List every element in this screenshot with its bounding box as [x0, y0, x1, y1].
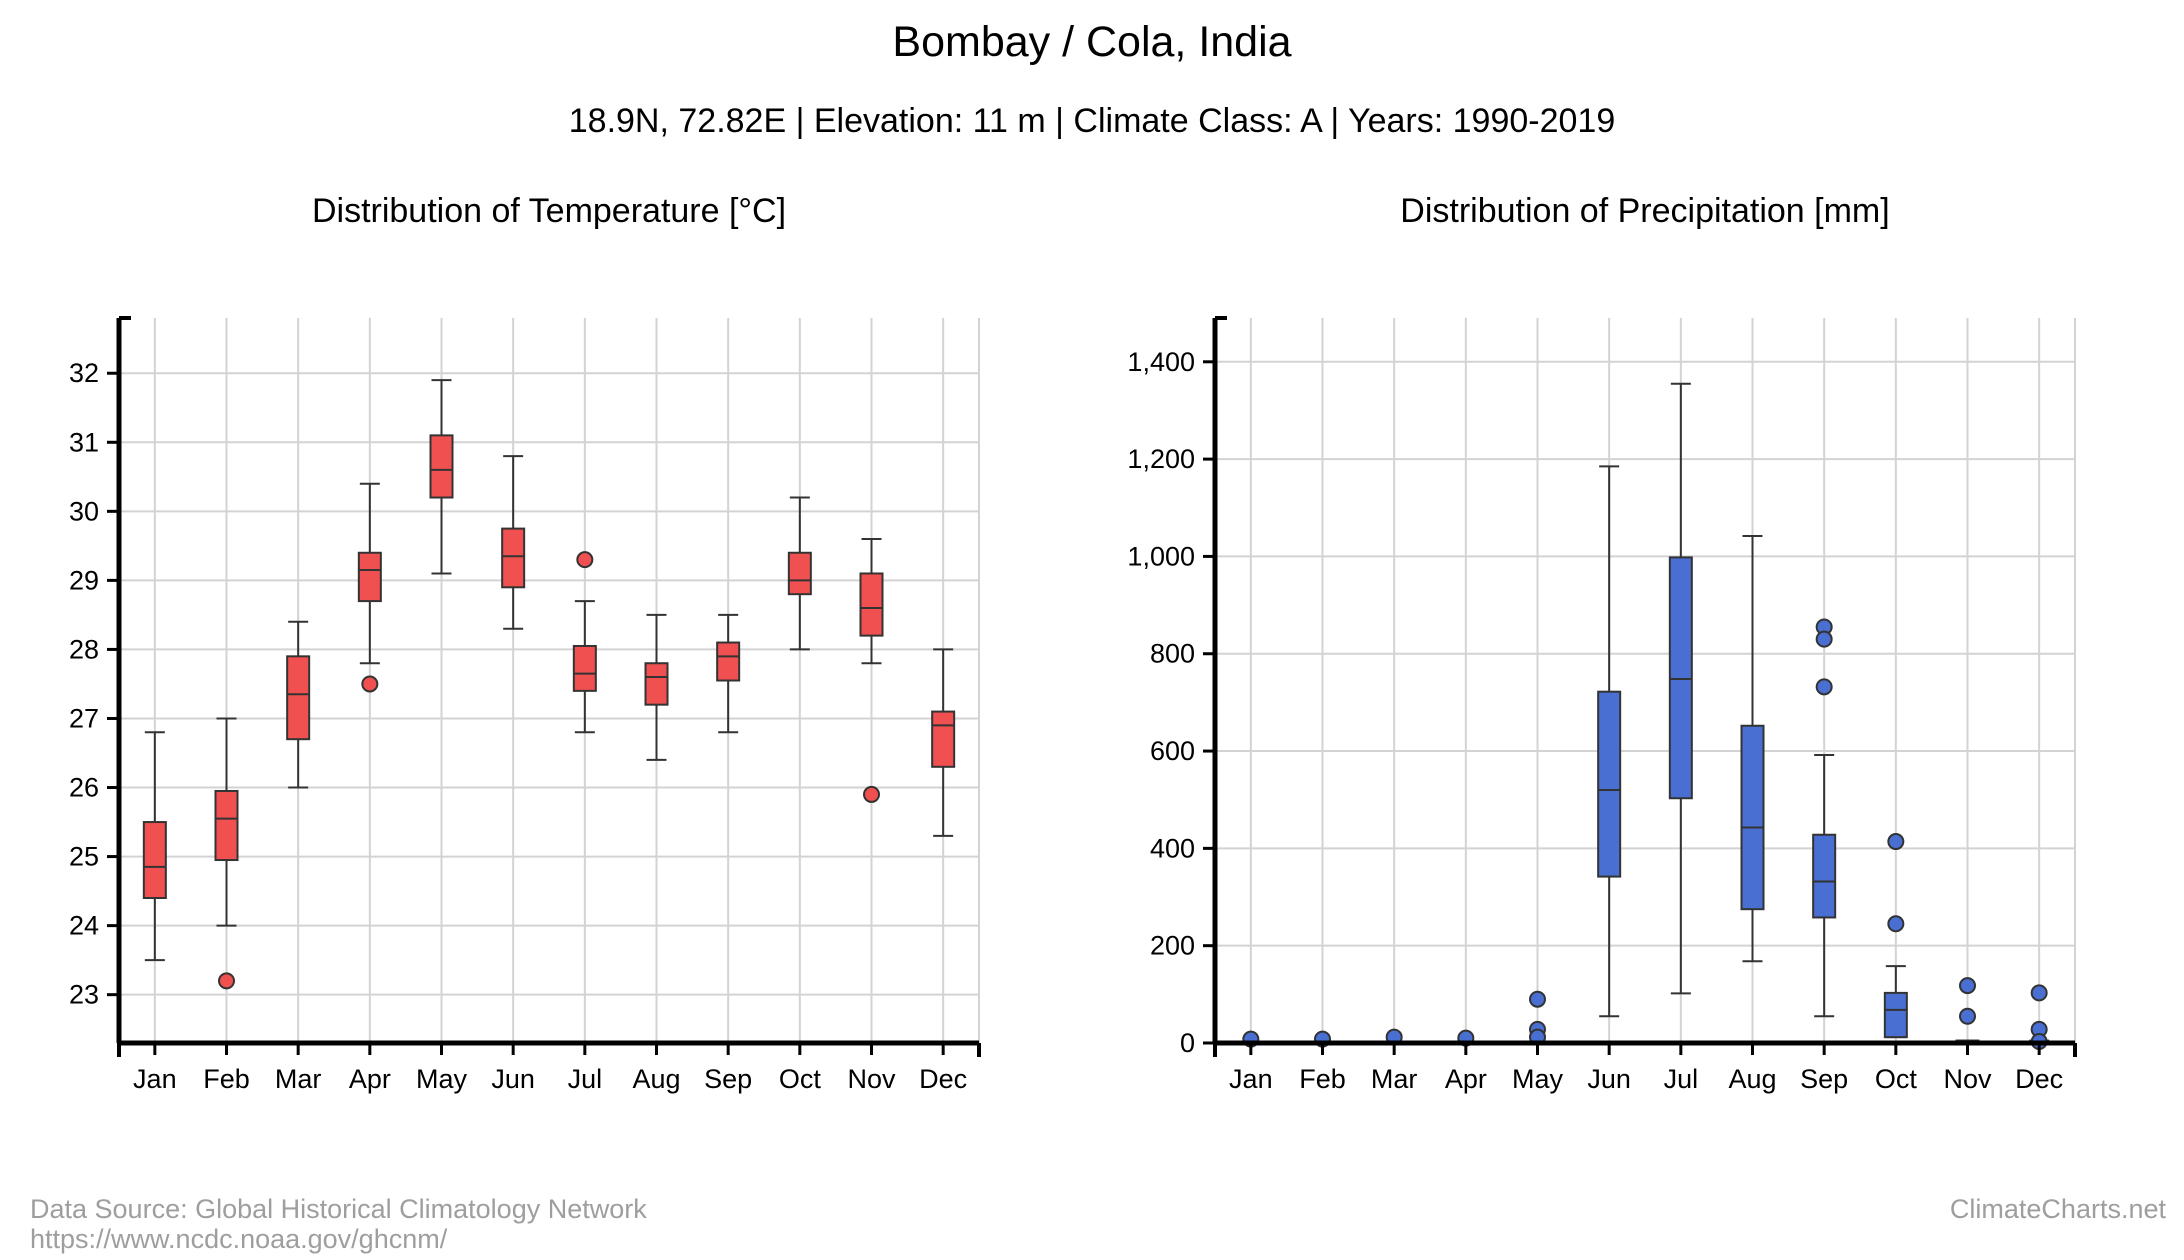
prec-x-tick-label-jul: Jul — [1664, 1064, 1699, 1094]
temp-x-tick-label-mar: Mar — [275, 1064, 322, 1094]
prec-y-tick-label: 200 — [1150, 931, 1195, 961]
prec-x-tick-label-sep: Sep — [1800, 1064, 1848, 1094]
temp-x-tick-label-may: May — [416, 1064, 468, 1094]
temp-box-sep — [716, 641, 741, 682]
temp-x-tick-label-jun: Jun — [491, 1064, 535, 1094]
prec-y-tick-label: 1,000 — [1127, 541, 1195, 571]
temp-y-tick-label: 29 — [69, 565, 99, 595]
temp-x-tick-label-aug: Aug — [632, 1064, 680, 1094]
temp-box-dec — [931, 710, 956, 768]
temp-box-jun — [501, 527, 526, 589]
temp-x-tick-label-oct: Oct — [779, 1064, 822, 1094]
temp-x-tick-label-dec: Dec — [919, 1064, 967, 1094]
temp-y-tick-label: 30 — [69, 496, 99, 526]
temp-y-tick-label: 26 — [69, 773, 99, 803]
prec-box-jul — [1668, 556, 1693, 800]
prec-x-tick-label-jun: Jun — [1587, 1064, 1631, 1094]
temp-y-tick-label: 32 — [69, 358, 99, 388]
temp-x-tick-label-jan: Jan — [133, 1064, 177, 1094]
prec-outlier-nov — [1959, 1007, 1976, 1025]
temp-outlier-apr — [361, 675, 379, 693]
temp-box-apr — [357, 551, 382, 603]
temp-outlier-nov — [863, 785, 880, 803]
prec-x-tick-label-oct: Oct — [1875, 1064, 1918, 1094]
temp-x-tick-label-apr: Apr — [349, 1064, 391, 1094]
prec-box-oct — [1883, 991, 1908, 1039]
prec-outlier-nov — [1959, 977, 1976, 995]
page-title: Bombay / Cola, India — [892, 18, 1292, 66]
temp-y-tick-label: 27 — [69, 703, 99, 733]
data-source-name: Data Source: Global Historical Climatolo… — [30, 1194, 647, 1224]
temp-box-mar — [286, 655, 311, 741]
temp-outlier-jul — [576, 551, 594, 569]
temp-box-may — [429, 434, 454, 499]
temp-y-tick-label: 31 — [69, 427, 99, 457]
brand-label[interactable]: ClimateCharts.net — [1949, 1194, 2166, 1224]
prec-x-tick-label-aug: Aug — [1728, 1064, 1776, 1094]
prec-x-tick-label-mar: Mar — [1371, 1064, 1418, 1094]
temp-y-tick-label: 28 — [69, 634, 99, 664]
prec-outlier-oct — [1887, 915, 1905, 933]
page-subtitle: 18.9N, 72.82E | Elevation: 11 m | Climat… — [568, 102, 1616, 140]
temp-box-oct — [787, 551, 812, 596]
prec-outlier-oct — [1887, 833, 1905, 851]
prec-box-sep — [1812, 833, 1837, 919]
temp-y-tick-label: 25 — [69, 842, 99, 872]
temp-x-tick-label-jul: Jul — [568, 1064, 603, 1094]
prec-outlier-sep — [1815, 678, 1833, 696]
prec-outlier-sep — [1815, 630, 1833, 648]
prec-y-tick-label: 1,400 — [1127, 347, 1195, 377]
prec-outlier-dec — [2030, 984, 2048, 1002]
temp-x-tick-label-sep: Sep — [704, 1064, 752, 1094]
prec-y-tick-label: 1,200 — [1127, 444, 1195, 474]
temp-x-tick-label-nov: Nov — [847, 1064, 896, 1094]
prec-x-tick-label-jan: Jan — [1229, 1064, 1273, 1094]
prec-outlier-may — [1529, 990, 1546, 1008]
temperature-chart-title: Distribution of Temperature [°C] — [311, 192, 787, 230]
temperature-boxplot-chart: 23 24 25 26 27 28 29 30 31 32 Jan Feb Mar Apr May Jun Ju… — [69, 316, 981, 1094]
prec-x-tick-label-may: May — [1512, 1064, 1564, 1094]
temp-box-aug — [644, 662, 669, 706]
temp-y-tick-label: 23 — [69, 980, 99, 1010]
temp-box-nov — [859, 572, 884, 637]
temp-box-jan — [142, 821, 167, 899]
temp-y-tick-label: 24 — [69, 911, 99, 941]
prec-y-tick-label: 0 — [1180, 1028, 1195, 1058]
data-source-url[interactable]: https://www.ncdc.noaa.gov/ghcnm/ — [30, 1224, 448, 1254]
prec-x-tick-label-feb: Feb — [1299, 1064, 1346, 1094]
prec-y-tick-label: 800 — [1150, 639, 1195, 669]
prec-box-aug — [1740, 724, 1765, 911]
data-source: Data Source: Global Historical Climatolo… — [30, 1194, 647, 1254]
prec-x-tick-label-nov: Nov — [1943, 1064, 1992, 1094]
temp-x-tick-label-feb: Feb — [203, 1064, 250, 1094]
temp-outlier-feb — [218, 972, 235, 990]
prec-x-tick-label-dec: Dec — [2015, 1064, 2063, 1094]
prec-y-tick-label: 600 — [1150, 736, 1195, 766]
temp-box-feb — [214, 789, 239, 862]
precipitation-boxplot-chart: 0 200 400 600 800 1,000 1,200 1,400 Jan Feb Mar Apr… — [1127, 316, 2077, 1094]
prec-x-tick-label-apr: Apr — [1445, 1064, 1487, 1094]
precipitation-chart-title: Distribution of Precipitation [mm] — [1400, 192, 1890, 230]
temp-box-jul — [572, 644, 597, 692]
prec-y-tick-label: 400 — [1150, 833, 1195, 863]
prec-box-jun — [1597, 690, 1622, 878]
